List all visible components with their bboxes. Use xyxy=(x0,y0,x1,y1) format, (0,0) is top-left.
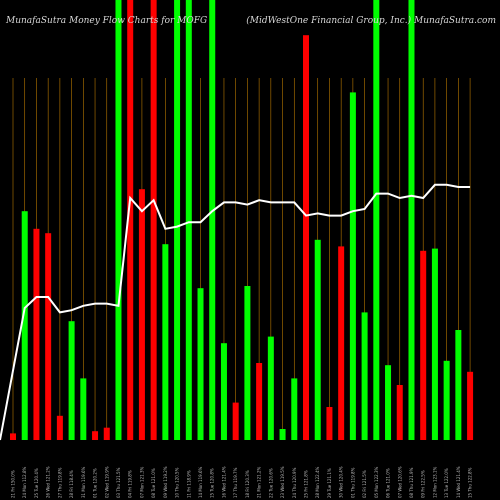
bar xyxy=(373,0,380,440)
bar xyxy=(431,248,438,440)
bar xyxy=(185,0,192,440)
x-tick-label: 07 Wed 120.6% xyxy=(397,466,402,498)
x-tick-label: 14 Wed 121.4% xyxy=(456,466,461,498)
bar xyxy=(396,385,403,440)
bar xyxy=(127,0,134,440)
x-tick-label: 02 Wed 119.9% xyxy=(104,466,109,498)
x-tick-label: 09 Fri 122.5% xyxy=(421,470,426,498)
x-tick-label: 26 Wed 121.2% xyxy=(46,466,51,498)
chart-title-right: (MidWestOne Financial Group, Inc.) Munaf… xyxy=(246,15,496,26)
bar xyxy=(279,429,286,440)
x-tick-label: 14 Mon 119.6% xyxy=(198,466,203,498)
x-tick-label: 15 Thu 122.8% xyxy=(468,467,473,498)
x-tick-label: 25 Fri 121.8% xyxy=(304,470,309,498)
bar xyxy=(408,0,415,440)
x-tick-label: 28 Mon 122.4% xyxy=(315,466,320,498)
x-tick-label: 16 Wed 121.4% xyxy=(221,466,226,498)
bar xyxy=(21,211,28,440)
bar xyxy=(56,415,63,440)
bar xyxy=(80,378,87,440)
x-tick-label: 15 Tue 120.8% xyxy=(210,468,215,498)
x-tick-label: 03 Thu 121.5% xyxy=(116,467,121,498)
x-tick-label: 21 Fri 150.0% xyxy=(11,470,16,498)
x-tick-label: 10 Thu 120.5% xyxy=(175,467,180,498)
bar xyxy=(338,246,345,440)
bar xyxy=(303,35,309,440)
x-tick-label: 06 Tue 121.0% xyxy=(386,468,391,498)
x-tick-label: 09 Wed 119.2% xyxy=(163,466,168,498)
bar xyxy=(291,378,298,440)
money-flow-line xyxy=(0,183,471,441)
bar xyxy=(150,0,157,440)
x-tick-label: 24 Mon 112.8% xyxy=(22,466,27,498)
bar xyxy=(68,321,75,440)
bar xyxy=(326,407,333,440)
x-tick-label: 08 Tue 121.0% xyxy=(151,468,156,498)
bar xyxy=(209,0,216,440)
bar-series xyxy=(10,0,474,441)
x-tick-label: 28 Fri 118.4% xyxy=(69,470,74,498)
bar xyxy=(115,0,122,440)
bar xyxy=(197,288,204,440)
x-tick-label: 25 Tue 120.4% xyxy=(34,468,39,498)
bar xyxy=(420,250,427,440)
x-tick-label: 07 Mon 121.3% xyxy=(139,466,144,498)
x-tick-label: 31 Mon 119.6% xyxy=(81,466,86,498)
bar xyxy=(385,365,392,440)
x-tick-label: 04 Fri 119.8% xyxy=(128,470,133,498)
x-axis-tick-labels: 21 Fri 150.0% 24 Mon 112.8% 25 Tue 120.4% 2… xyxy=(11,466,473,498)
x-tick-label: 11 Fri 118.9% xyxy=(186,470,191,498)
x-tick-label: 17 Thu 119.7% xyxy=(233,467,238,498)
x-tick-label: 12 Mon 123.1% xyxy=(432,466,437,498)
x-tick-label: 21 Mon 121.2% xyxy=(257,466,262,498)
bar xyxy=(455,330,462,440)
bar xyxy=(361,312,368,440)
x-tick-label: 01 Thu 119.8% xyxy=(350,467,355,498)
bar xyxy=(467,371,474,440)
bar xyxy=(443,360,450,440)
bar xyxy=(103,427,110,440)
bar xyxy=(256,363,263,440)
bar xyxy=(45,233,52,440)
x-tick-label: 08 Thu 121.9% xyxy=(409,467,414,498)
x-tick-label: 05 Mon 122.3% xyxy=(374,466,379,498)
chart-title-left: MunafaSutra Money Flow Charts for MOFG xyxy=(5,16,207,26)
bar xyxy=(314,239,321,440)
bar xyxy=(10,433,16,440)
x-tick-label: 02 Fri 121.5% xyxy=(362,470,367,498)
x-tick-label: 13 Tue 122.0% xyxy=(444,468,449,498)
bar xyxy=(267,336,274,440)
x-tick-label: 18 Fri 120.3% xyxy=(245,470,250,498)
x-tick-label: 22 Tue 120.6% xyxy=(268,468,273,498)
x-tick-label: 27 Thu 119.8% xyxy=(57,467,62,498)
bar xyxy=(232,402,239,440)
x-tick-label: 24 Thu 120.9% xyxy=(292,467,297,498)
bar xyxy=(92,431,99,440)
bar xyxy=(349,92,356,441)
bar xyxy=(220,343,227,440)
x-tick-label: 30 Wed 120.4% xyxy=(339,466,344,498)
bar xyxy=(174,0,181,440)
bar xyxy=(244,286,251,440)
x-tick-label: 01 Tue 120.2% xyxy=(93,468,98,498)
bar xyxy=(138,189,145,440)
x-tick-label: 29 Tue 121.1% xyxy=(327,468,332,498)
bar xyxy=(33,228,40,440)
x-tick-label: 23 Wed 119.5% xyxy=(280,466,285,498)
bar xyxy=(162,244,169,440)
